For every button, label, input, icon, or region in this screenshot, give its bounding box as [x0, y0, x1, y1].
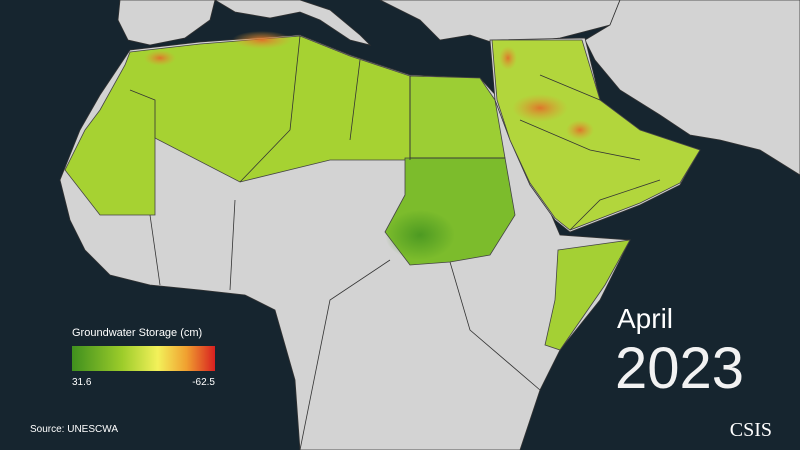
hotspot: [144, 50, 176, 66]
country-borders: [129, 35, 661, 450]
wet-area: [385, 210, 455, 260]
legend-title: Groundwater Storage (cm): [72, 327, 202, 339]
north-africa-band: [64, 35, 411, 216]
iran-region: [584, 0, 800, 176]
legend-max: -62.5: [192, 377, 215, 388]
source: Source: UNESCWA: [30, 424, 118, 435]
europe-france-italy: [214, 0, 372, 46]
europe-iberia: [117, 0, 216, 46]
hotspot: [232, 31, 292, 49]
hotspot: [566, 120, 594, 140]
logo: CSIS: [730, 419, 772, 441]
somalia: [544, 239, 631, 351]
legend-gradient: [72, 346, 215, 371]
year: 2023: [615, 336, 744, 401]
hotspot: [512, 94, 568, 122]
month: April: [617, 303, 673, 334]
groundwater-overlay: [64, 31, 701, 450]
hotspot: [499, 46, 517, 70]
legend-min: 31.6: [72, 377, 92, 388]
